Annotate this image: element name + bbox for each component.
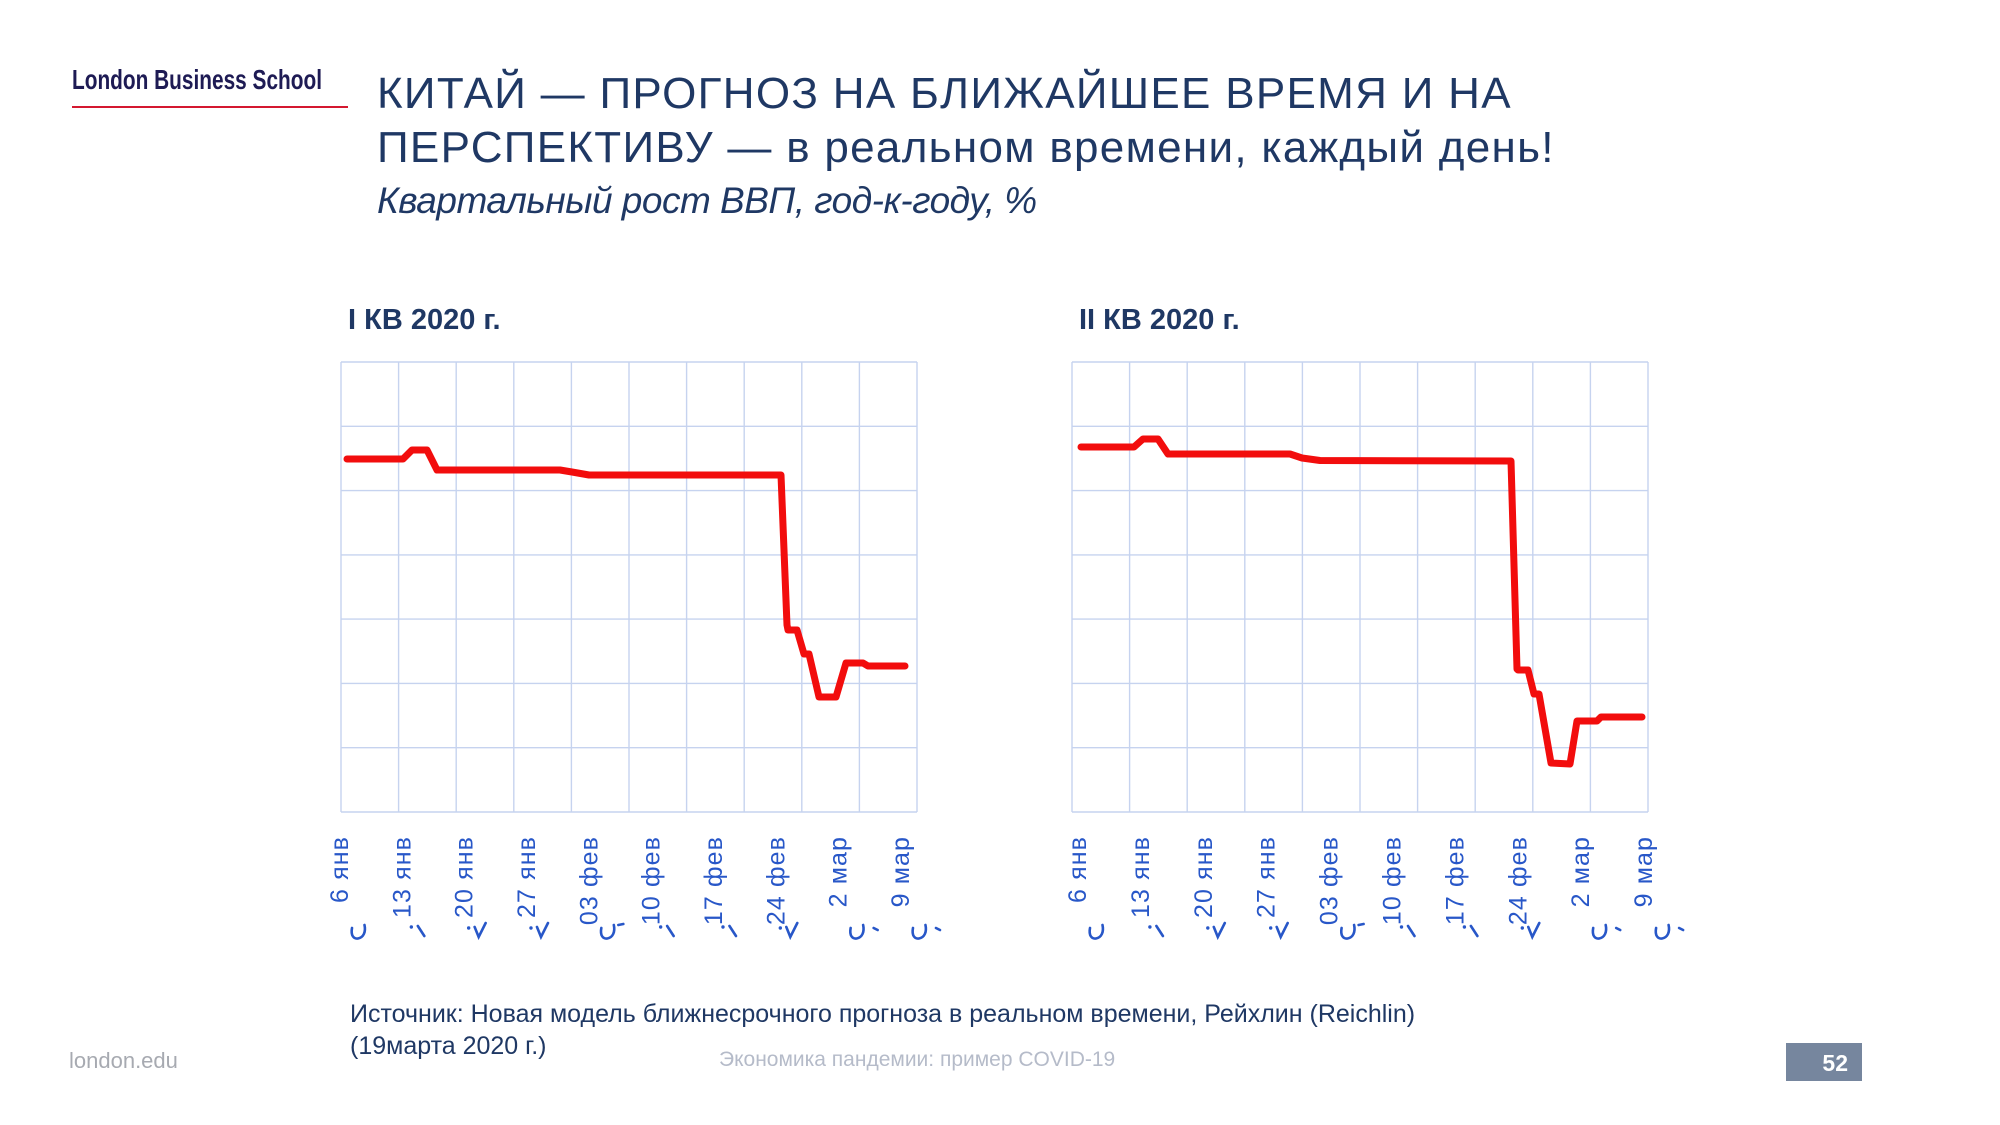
svg-text:2 мар: 2 мар [1567, 836, 1595, 907]
svg-text:24 фев: 24 фев [1504, 836, 1532, 925]
svg-text:24 фев: 24 фев [762, 836, 790, 925]
svg-text:03 фев: 03 фев [575, 836, 603, 925]
svg-text:20 янв: 20 янв [451, 836, 479, 918]
svg-text:6 янв: 6 янв [1064, 836, 1092, 903]
svg-text:13 янв: 13 янв [388, 836, 416, 918]
svg-text:17 фев: 17 фев [700, 836, 728, 925]
svg-text:27 янв: 27 янв [513, 836, 541, 918]
svg-text:9 мар: 9 мар [887, 836, 915, 907]
svg-text:03 фев: 03 фев [1316, 836, 1344, 925]
svg-text:9 мар: 9 мар [1630, 836, 1658, 907]
svg-text:10 фев: 10 фев [638, 836, 666, 925]
svg-text:27 янв: 27 янв [1253, 836, 1281, 918]
svg-text:17 фев: 17 фев [1441, 836, 1469, 925]
svg-text:13 янв: 13 янв [1127, 836, 1155, 918]
svg-text:20 янв: 20 янв [1190, 836, 1218, 918]
svg-text:10 фев: 10 фев [1379, 836, 1407, 925]
svg-text:6 янв: 6 янв [326, 836, 354, 903]
svg-text:2 мар: 2 мар [825, 836, 853, 907]
